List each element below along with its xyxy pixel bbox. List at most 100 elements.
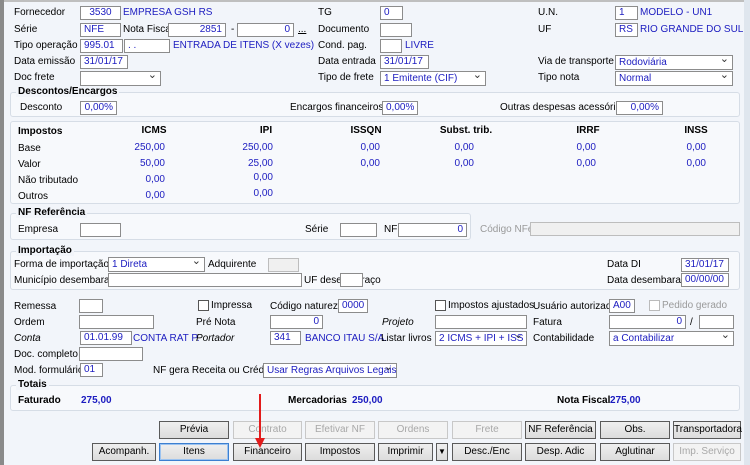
transportadora-button[interactable]: Transportadora bbox=[673, 421, 742, 439]
valor-inss: 0,00 bbox=[686, 158, 706, 169]
outros-ipi: 0,00 bbox=[253, 188, 273, 199]
usuario-autorizado-input[interactable]: A00 bbox=[609, 299, 635, 313]
ordens-button[interactable]: Ordens bbox=[378, 421, 448, 439]
obs-button[interactable]: Obs. bbox=[600, 421, 670, 439]
mod-formulario-input[interactable]: 01 bbox=[80, 363, 103, 377]
uf-desembaraco-input[interactable] bbox=[340, 273, 363, 287]
itens-button[interactable]: Itens bbox=[159, 443, 229, 461]
valor-subst: 0,00 bbox=[454, 158, 474, 169]
outros-icms: 0,00 bbox=[145, 190, 165, 201]
adquirente-input[interactable] bbox=[268, 258, 299, 272]
tg-input[interactable]: 0 bbox=[380, 6, 403, 20]
tipo-operacao-input[interactable]: 995.01 bbox=[80, 39, 123, 53]
importacao-title: Importação bbox=[16, 245, 74, 256]
nota-fiscal-input[interactable]: 2851 bbox=[168, 23, 226, 37]
fatura2-input[interactable] bbox=[699, 315, 734, 329]
uf-name: RIO GRANDE DO SUL bbox=[640, 24, 744, 35]
desc-enc-button[interactable]: Desc./Enc bbox=[452, 443, 522, 461]
serie-input[interactable]: NFE bbox=[80, 23, 121, 37]
codigo-nfe-input[interactable] bbox=[530, 222, 740, 236]
efetivar-nf-button[interactable]: Efetivar NF bbox=[305, 421, 375, 439]
cond-pag-input[interactable] bbox=[380, 39, 402, 53]
portador-input[interactable]: 341 bbox=[270, 331, 301, 345]
tipo-nota-select[interactable]: Normal bbox=[615, 71, 733, 86]
codigo-natureza-label: Código natureza bbox=[270, 301, 344, 312]
municipio-input[interactable] bbox=[108, 273, 302, 287]
impostos-ajustados-checkbox[interactable] bbox=[435, 300, 446, 311]
fatura-input[interactable]: 0 bbox=[609, 315, 686, 329]
pre-nota-input[interactable]: 0 bbox=[270, 315, 323, 329]
pedido-gerado-label: Pedido gerado bbox=[662, 300, 728, 311]
uf-label: UF bbox=[538, 24, 552, 35]
nota-fiscal-total-value: 275,00 bbox=[610, 395, 641, 406]
base-subst: 0,00 bbox=[454, 142, 474, 153]
nota-fiscal-total-label: Nota Fiscal bbox=[557, 395, 611, 406]
projeto-input[interactable] bbox=[435, 315, 527, 329]
nfref-serie-input[interactable] bbox=[340, 223, 377, 237]
nota-fiscal-separator: - bbox=[231, 24, 235, 35]
codigo-natureza-input[interactable]: 0000 bbox=[338, 299, 368, 313]
contrato-button[interactable]: Contrato bbox=[233, 421, 302, 439]
acompanhamento-button[interactable]: Acompanh. bbox=[92, 443, 156, 461]
desconto-input[interactable]: 0,00% bbox=[80, 101, 117, 115]
nfref-nf-label: NF bbox=[384, 224, 398, 235]
vertical-scrollbar[interactable] bbox=[744, 0, 750, 465]
tipo-operacao-sub-input[interactable]: . . bbox=[124, 39, 170, 53]
forma-importacao-select[interactable]: 1 Direta bbox=[108, 257, 205, 272]
imprimir-button[interactable]: Imprimir bbox=[378, 443, 433, 461]
pre-nota-label: Pré Nota bbox=[196, 317, 236, 328]
impressa-checkbox[interactable] bbox=[198, 300, 209, 311]
nf-gera-select[interactable]: Usar Regras Arquivos Legais bbox=[263, 363, 397, 378]
contabilidade-label: Contabilidade bbox=[533, 333, 595, 344]
listar-livros-select[interactable]: 2 ICMS + IPI + ISS bbox=[435, 331, 527, 346]
documento-label: Documento bbox=[318, 24, 370, 35]
tipo-frete-select[interactable]: 1 Emitente (CIF) bbox=[380, 71, 486, 86]
un-label: U.N. bbox=[538, 7, 558, 18]
un-input[interactable]: 1 bbox=[615, 6, 638, 20]
conta-input[interactable]: 01.01.99 bbox=[80, 331, 132, 345]
doc-completo-input[interactable] bbox=[79, 347, 143, 361]
data-di-input[interactable]: 31/01/17 bbox=[681, 258, 729, 272]
outras-despesas-input[interactable]: 0,00% bbox=[616, 101, 663, 115]
pedido-gerado-checkbox[interactable] bbox=[649, 300, 660, 311]
nfref-nf-input[interactable]: 0 bbox=[398, 223, 467, 237]
data-entrada-input[interactable]: 31/01/17 bbox=[380, 55, 429, 69]
uf-input[interactable]: RS bbox=[615, 23, 638, 37]
nf-referencia-button[interactable]: NF Referência bbox=[525, 421, 596, 439]
impostos-button[interactable]: Impostos bbox=[305, 443, 375, 461]
desp-adic-button[interactable]: Desp. Adic bbox=[525, 443, 596, 461]
encargos-input[interactable]: 0,00% bbox=[382, 101, 418, 115]
remessa-input[interactable] bbox=[79, 299, 103, 313]
codigo-nfe-label: Código NFe bbox=[480, 224, 534, 235]
doc-frete-select[interactable] bbox=[80, 71, 161, 86]
financeiro-button[interactable]: Financeiro bbox=[233, 443, 302, 461]
base-irrf: 0,00 bbox=[576, 142, 596, 153]
empresa-input[interactable] bbox=[80, 223, 121, 237]
desconto-label: Desconto bbox=[20, 102, 63, 113]
documento-input[interactable] bbox=[380, 23, 412, 37]
conta-label[interactable]: Conta bbox=[14, 333, 41, 344]
via-transporte-select[interactable]: Rodoviária bbox=[615, 55, 733, 70]
tipo-operacao-label: Tipo operação bbox=[14, 40, 78, 51]
projeto-label[interactable]: Projeto bbox=[382, 317, 414, 328]
col-irrf: IRRF bbox=[576, 125, 600, 136]
ordem-input[interactable] bbox=[79, 315, 154, 329]
nota-fiscal-suffix-input[interactable]: 0 bbox=[237, 23, 294, 37]
nota-fiscal-lookup-button[interactable]: ... bbox=[298, 24, 307, 35]
base-inss: 0,00 bbox=[686, 142, 706, 153]
previa-button[interactable]: Prévia bbox=[159, 421, 229, 439]
frete-button[interactable]: Frete bbox=[452, 421, 522, 439]
col-issqn: ISSQN bbox=[350, 125, 382, 136]
portador-label[interactable]: Portador bbox=[196, 333, 235, 344]
imprimir-dropdown-button[interactable]: ▼ bbox=[436, 443, 448, 461]
data-desembaraco-label: Data desembaraço bbox=[607, 275, 692, 286]
data-emissao-input[interactable]: 31/01/17 bbox=[80, 55, 128, 69]
fornecedor-code-input[interactable]: 3530 bbox=[80, 6, 121, 20]
tipo-nota-label: Tipo nota bbox=[538, 72, 580, 83]
data-desembaraco-input[interactable]: 00/00/00 bbox=[681, 273, 729, 287]
aglutinar-button[interactable]: Aglutinar bbox=[600, 443, 670, 461]
data-emissao-label: Data emissão bbox=[14, 56, 76, 67]
imp-servico-button[interactable]: Imp. Serviço bbox=[673, 443, 741, 461]
contabilidade-select[interactable]: a Contabilizar bbox=[609, 331, 734, 346]
nao-tributado-ipi: 0,00 bbox=[253, 172, 273, 183]
